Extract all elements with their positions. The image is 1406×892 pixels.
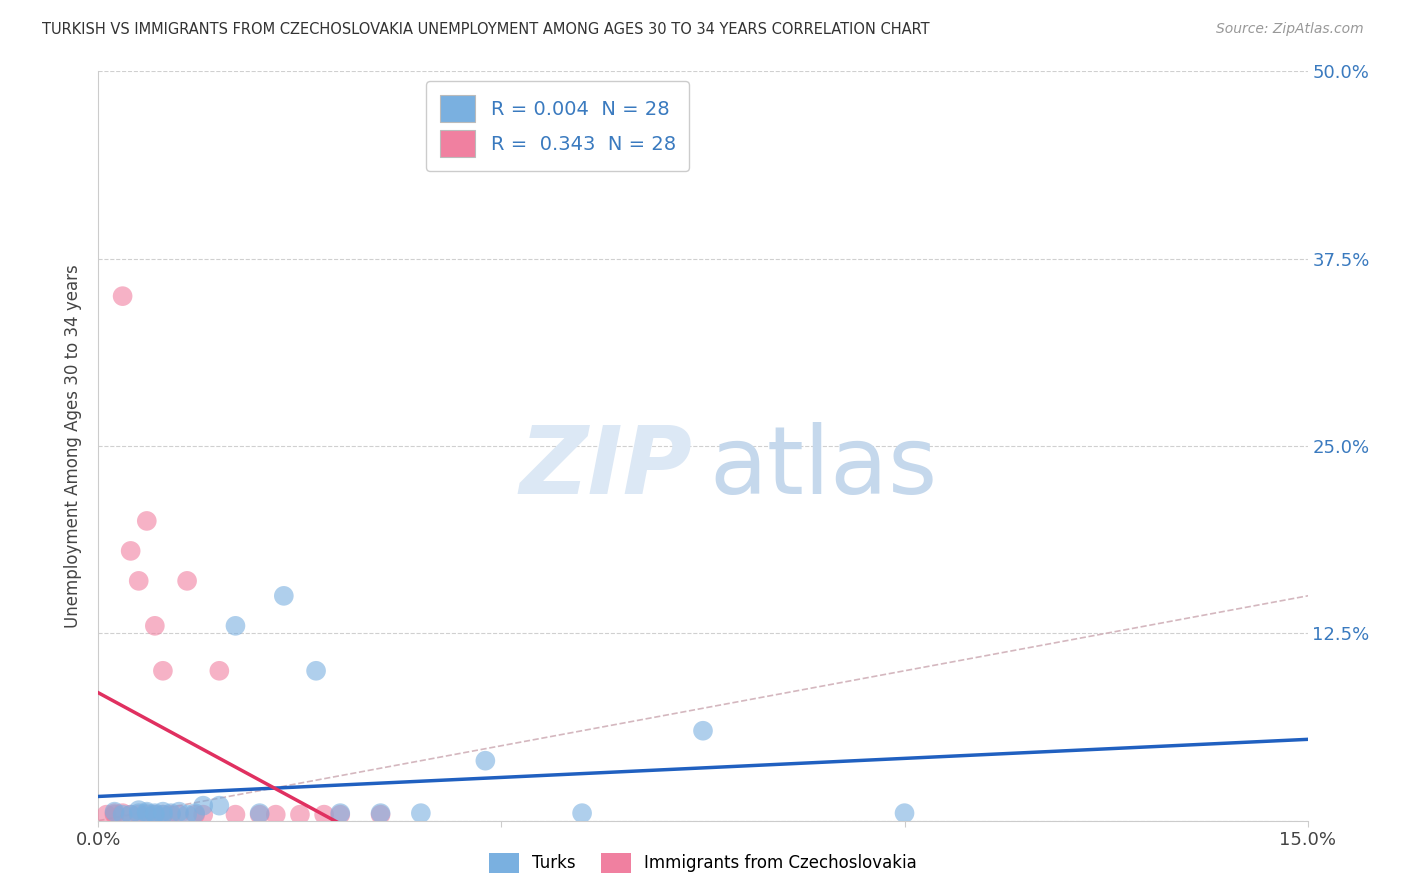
Text: Source: ZipAtlas.com: Source: ZipAtlas.com [1216,22,1364,37]
Point [128,803,150,817]
Point [152,807,174,822]
Point [160,806,183,821]
Point [249,806,271,821]
Point [224,807,246,822]
Text: atlas: atlas [710,423,938,515]
Point [152,664,174,678]
Point [370,806,392,821]
Point [370,807,392,822]
Point [143,807,166,822]
Point [143,807,166,822]
Point [135,805,157,819]
Point [176,574,198,588]
Point [128,806,150,821]
Point [167,807,190,822]
Point [193,798,215,813]
Point [571,806,593,821]
Point [692,723,714,738]
Point [152,805,174,819]
Point [152,807,174,822]
Point [264,807,287,822]
Point [474,754,496,768]
Legend: R = 0.004  N = 28, R =  0.343  N = 28: R = 0.004 N = 28, R = 0.343 N = 28 [426,81,689,171]
Point [103,807,125,822]
Point [120,807,142,822]
Point [135,806,157,821]
Point [120,544,142,558]
Point [208,664,231,678]
Text: TURKISH VS IMMIGRANTS FROM CZECHOSLOVAKIA UNEMPLOYMENT AMONG AGES 30 TO 34 YEARS: TURKISH VS IMMIGRANTS FROM CZECHOSLOVAKI… [42,22,929,37]
Point [167,805,190,819]
Point [111,806,134,821]
Point [193,807,215,822]
Point [135,807,157,822]
Point [208,798,231,813]
Point [128,574,150,588]
Point [160,807,183,822]
Point [96,807,118,822]
Point [103,805,125,819]
Point [224,619,246,633]
Point [111,289,134,303]
Point [288,807,311,822]
Point [143,806,166,821]
Text: ZIP: ZIP [520,423,693,515]
Point [143,619,166,633]
Y-axis label: Unemployment Among Ages 30 to 34 years: Unemployment Among Ages 30 to 34 years [65,264,83,628]
Point [135,514,157,528]
Point [273,589,295,603]
Point [184,807,207,822]
Point [103,806,125,821]
Point [314,807,336,822]
Point [329,807,352,822]
Point [120,807,142,822]
Point [893,806,915,821]
Point [128,807,150,822]
Point [329,806,352,821]
Point [409,806,432,821]
Point [305,664,328,678]
Point [111,807,134,822]
Point [176,807,198,822]
Point [184,806,207,821]
Point [249,807,271,822]
Legend: Turks, Immigrants from Czechoslovakia: Turks, Immigrants from Czechoslovakia [482,847,924,880]
